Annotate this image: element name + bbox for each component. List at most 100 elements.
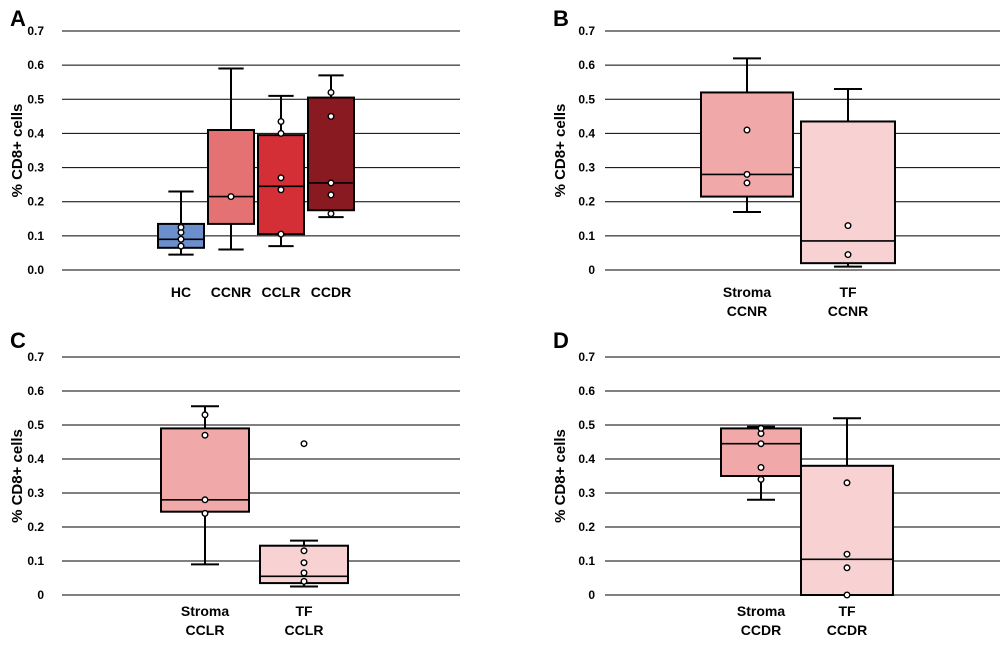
data-point — [327, 88, 335, 96]
y-tick-label: 0.1 — [578, 229, 595, 243]
y-tick-label: 0.7 — [27, 350, 44, 364]
y-tick-label: 0.5 — [578, 92, 595, 106]
category-label: CCNR — [727, 303, 767, 319]
panel-letter: A — [10, 6, 26, 31]
data-point — [177, 235, 185, 243]
y-tick-label: 0.4 — [578, 126, 595, 140]
data-point — [201, 496, 209, 504]
panel-a: A 0.0 0.1 0.2 0.3 0.4 0.5 0.6 0.7 % CD8+ cells HC C… — [9, 6, 460, 300]
y-tick-label: 0.6 — [578, 58, 595, 72]
panel-letter: C — [10, 328, 26, 353]
y-tick-label: 0.4 — [27, 126, 44, 140]
category-label: CCLR — [186, 622, 225, 638]
data-point — [201, 509, 209, 517]
box-iqr — [800, 120, 896, 265]
box-ccdr: CCDR — [307, 74, 355, 300]
panel-d: D 0 0.1 0.2 0.3 0.4 0.5 0.6 0.7 % CD8+ cells Strom… — [552, 328, 1000, 638]
data-point — [327, 112, 335, 120]
y-tick-label: 0.2 — [27, 520, 44, 534]
y-tick-label: 0.3 — [27, 161, 44, 175]
y-tick-label: 0.5 — [27, 418, 44, 432]
category-label: Stroma — [737, 603, 785, 619]
y-tick-label: 0.6 — [27, 58, 44, 72]
y-axis-label: % CD8+ cells — [552, 104, 569, 198]
data-point — [227, 193, 235, 201]
y-tick-label: 0.2 — [578, 520, 595, 534]
data-point — [300, 569, 308, 577]
data-point — [327, 210, 335, 218]
data-point — [277, 186, 285, 194]
category-label: CCNR — [211, 284, 251, 300]
y-tick-label: 0.3 — [27, 486, 44, 500]
category-label: CCLR — [262, 284, 301, 300]
data-point — [201, 431, 209, 439]
y-tick-label: 0.6 — [578, 384, 595, 398]
data-point — [300, 547, 308, 555]
box-cclr: CCLR — [257, 94, 305, 300]
y-tick-label: 0.3 — [578, 161, 595, 175]
panel-b: B 0 0.1 0.2 0.3 0.4 0.5 0.6 0.7 % CD8+ cells Strom… — [552, 6, 1000, 319]
data-point — [277, 230, 285, 238]
data-point — [757, 475, 765, 483]
y-tick-label: 0.7 — [578, 24, 595, 38]
box-iqr — [207, 129, 255, 225]
y-axis-label: % CD8+ cells — [9, 429, 26, 523]
y-tick-label: 0.1 — [27, 554, 44, 568]
data-point — [843, 564, 851, 572]
panel-letter: B — [553, 6, 569, 31]
box-tf-ccdr: TF CCDR — [800, 417, 894, 638]
y-tick-label: 0.2 — [27, 195, 44, 209]
y-tick-label: 0.5 — [578, 418, 595, 432]
box-iqr — [700, 91, 794, 198]
y-tick-label: 0 — [588, 263, 595, 277]
data-point — [177, 242, 185, 250]
y-axis-label: % CD8+ cells — [9, 104, 26, 198]
y-tick-label: 0.6 — [27, 384, 44, 398]
data-point — [327, 179, 335, 187]
y-axis-label: % CD8+ cells — [552, 429, 569, 523]
box-tf-cclr: TF CCLR — [259, 440, 349, 638]
y-tick-label: 0.7 — [27, 24, 44, 38]
category-label: CCNR — [828, 303, 868, 319]
box-stroma-cclr: Stroma CCLR — [160, 405, 250, 638]
y-tick-label: 0.5 — [27, 92, 44, 106]
category-label: Stroma — [181, 603, 229, 619]
data-point — [757, 440, 765, 448]
data-point — [277, 129, 285, 137]
box-tf-ccnr: TF CCNR — [800, 88, 896, 319]
category-label: CCLR — [285, 622, 324, 638]
category-label: TF — [839, 284, 857, 300]
box-stroma-ccnr: Stroma CCNR — [700, 57, 794, 319]
category-label: CCDR — [827, 622, 867, 638]
y-tick-label: 0.4 — [27, 452, 44, 466]
category-label: CCDR — [741, 622, 781, 638]
data-point — [843, 550, 851, 558]
box-ccnr: CCNR — [207, 67, 255, 300]
box-stroma-ccdr: Stroma CCDR — [720, 424, 802, 638]
y-tick-label: 0 — [37, 588, 44, 602]
data-point — [843, 479, 851, 487]
y-tick-label: 0.4 — [578, 452, 595, 466]
data-point — [327, 191, 335, 199]
category-label: TF — [295, 603, 313, 619]
data-point — [277, 174, 285, 182]
y-tick-label: 0.3 — [578, 486, 595, 500]
data-point — [757, 464, 765, 472]
category-label: HC — [171, 284, 191, 300]
category-label: TF — [838, 603, 856, 619]
data-point — [300, 559, 308, 567]
data-point — [743, 179, 751, 187]
data-point — [300, 577, 308, 585]
data-point — [300, 440, 308, 448]
panel-c: C 0 0.1 0.2 0.3 0.4 0.5 0.6 0.7 % CD8+ cells Strom… — [9, 328, 460, 638]
data-point — [743, 170, 751, 178]
data-point — [277, 117, 285, 125]
box-iqr — [257, 134, 305, 236]
data-point — [757, 424, 765, 432]
y-tick-label: 0.1 — [578, 554, 595, 568]
box-hc: HC — [157, 190, 205, 300]
category-label: Stroma — [723, 284, 771, 300]
y-tick-label: 0.7 — [578, 350, 595, 364]
y-tick-label: 0.1 — [27, 229, 44, 243]
data-point — [843, 591, 851, 599]
